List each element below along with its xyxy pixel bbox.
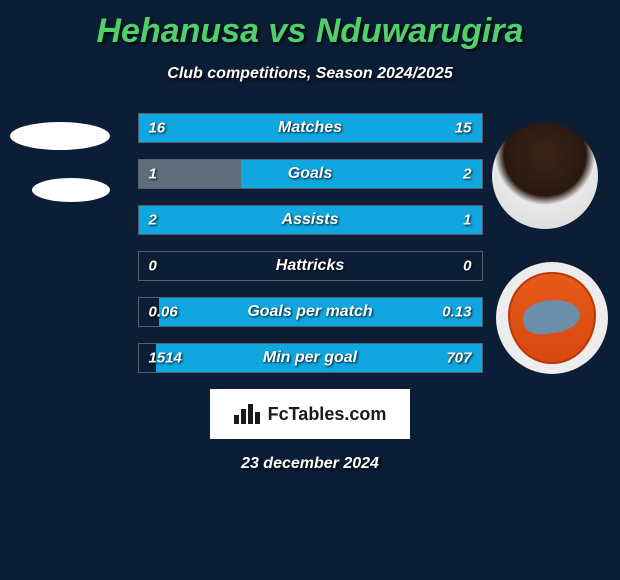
stat-value-right: 15 (455, 120, 472, 137)
stat-label: Assists (282, 211, 339, 229)
stat-value-right: 2 (463, 166, 471, 183)
stat-label: Goals (288, 165, 332, 183)
date-text: 23 december 2024 (0, 455, 620, 473)
fctables-badge[interactable]: FcTables.com (210, 389, 410, 439)
stat-value-left: 2 (149, 212, 157, 229)
stat-value-left: 1 (149, 166, 157, 183)
bar-chart-icon (234, 404, 260, 424)
dolphin-icon (521, 297, 582, 338)
player1-club-placeholder-ellipse (32, 178, 110, 202)
stat-row: 16 15 Matches (138, 113, 483, 143)
player2-club-badge (496, 262, 608, 374)
stat-value-right: 0 (463, 258, 471, 275)
player2-photo (492, 123, 598, 229)
fctables-label: FcTables.com (268, 404, 387, 425)
stat-value-left: 0.06 (149, 304, 178, 321)
stats-container: 16 15 Matches 1 2 Goals 2 1 Assists 0 0 Hattricks 0.… (138, 113, 483, 373)
player1-placeholder-ellipse (10, 122, 110, 150)
subtitle: Club competitions, Season 2024/2025 (0, 65, 620, 83)
stat-label: Min per goal (263, 349, 357, 367)
stat-value-right: 707 (446, 350, 471, 367)
stat-value-left: 1514 (149, 350, 182, 367)
stat-row: 1514 707 Min per goal (138, 343, 483, 373)
stat-row: 1 2 Goals (138, 159, 483, 189)
club-shield-icon (508, 272, 596, 364)
stat-label: Hattricks (276, 257, 344, 275)
stat-bar-right (241, 160, 481, 188)
stat-value-right: 0.13 (442, 304, 471, 321)
stat-value-left: 0 (149, 258, 157, 275)
stat-label: Matches (278, 119, 342, 137)
stat-value-left: 16 (149, 120, 166, 137)
stat-row: 0.06 0.13 Goals per match (138, 297, 483, 327)
stat-row: 0 0 Hattricks (138, 251, 483, 281)
stat-value-right: 1 (463, 212, 471, 229)
stat-label: Goals per match (247, 303, 372, 321)
page-title: Hehanusa vs Nduwarugira (0, 0, 620, 51)
stat-row: 2 1 Assists (138, 205, 483, 235)
